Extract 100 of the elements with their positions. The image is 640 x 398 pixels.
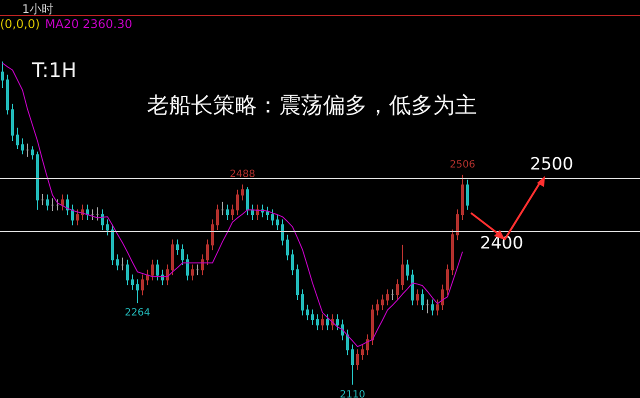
candlestick xyxy=(16,127,19,150)
candlestick xyxy=(101,208,104,231)
candlestick xyxy=(376,298,379,316)
candlestick xyxy=(356,348,359,370)
candlestick xyxy=(201,254,204,276)
candlestick xyxy=(216,204,219,231)
candlestick xyxy=(1,61,4,89)
candlestick xyxy=(461,174,464,220)
candlestick xyxy=(96,206,99,221)
candlestick xyxy=(166,264,169,286)
candlestick xyxy=(61,194,64,211)
candlestick xyxy=(311,309,314,326)
candlestick xyxy=(126,259,129,286)
candlestick xyxy=(411,269,414,306)
candlestick xyxy=(131,274,134,290)
candlestick xyxy=(351,344,354,386)
candlestick xyxy=(136,278,139,304)
candlestick xyxy=(186,254,189,281)
candlestick xyxy=(401,244,404,290)
candlestick xyxy=(181,244,184,266)
candlestick xyxy=(301,288,304,316)
candlestick xyxy=(146,269,149,286)
candlestick xyxy=(226,204,229,220)
candlestick xyxy=(451,228,454,276)
candlestick xyxy=(336,314,339,331)
candlestick xyxy=(231,204,234,220)
candlestick xyxy=(291,249,294,276)
annotation: 2506 xyxy=(450,159,476,170)
candlestick xyxy=(346,329,349,356)
candlestick xyxy=(46,194,49,211)
candlestick xyxy=(366,334,369,356)
candlestick xyxy=(391,288,394,300)
candlestick xyxy=(21,138,24,155)
candlestick xyxy=(11,103,14,142)
candlestick xyxy=(296,264,299,300)
candlestick xyxy=(286,234,289,261)
candlestick xyxy=(191,264,194,281)
ref-line-label: 2500 xyxy=(530,154,574,175)
candlestick xyxy=(236,189,239,216)
text: 老船长策略：震荡偏多，低多为主 xyxy=(147,94,477,118)
candlestick xyxy=(76,208,79,226)
candlestick xyxy=(56,198,59,211)
candlestick xyxy=(321,314,324,331)
candlestick xyxy=(381,294,384,311)
candlestick xyxy=(426,298,429,314)
candlestick xyxy=(276,214,279,231)
candlestick xyxy=(6,74,9,115)
candlestick xyxy=(416,288,419,306)
candlestick xyxy=(156,259,159,281)
candlestick xyxy=(281,218,284,246)
annotation: 2488 xyxy=(230,168,256,180)
candlestick xyxy=(241,184,244,201)
candlestick xyxy=(171,239,174,276)
candlestick xyxy=(456,208,459,241)
candlestick xyxy=(386,288,389,306)
candlestick xyxy=(41,193,44,206)
candlestick xyxy=(151,259,154,281)
candlestick xyxy=(266,206,269,220)
candlestick xyxy=(246,186,249,216)
candlestick xyxy=(421,288,424,311)
candlestick xyxy=(91,208,94,220)
text: MA20 2360.30 xyxy=(45,17,132,31)
annotation: (0,0,0) xyxy=(0,17,40,31)
candlestick xyxy=(31,146,34,160)
candlestick xyxy=(51,198,54,212)
candlestick xyxy=(361,344,364,360)
candlestick xyxy=(66,194,69,216)
candlestick xyxy=(141,274,144,296)
candlestick xyxy=(396,278,399,300)
candlestick xyxy=(176,239,179,256)
candlestick xyxy=(211,218,214,251)
candlestick xyxy=(326,314,329,331)
candlestick xyxy=(221,201,224,216)
candlestick xyxy=(306,304,309,321)
text: 1小时 xyxy=(22,2,54,16)
candlestick xyxy=(121,257,124,271)
candlestick xyxy=(431,298,434,316)
candlestick xyxy=(161,269,164,286)
candlestick xyxy=(196,264,199,276)
candlestick xyxy=(271,208,274,226)
candlestick xyxy=(316,314,319,331)
candlestick xyxy=(341,319,344,341)
candlestick xyxy=(406,259,409,281)
candlestick xyxy=(26,143,29,158)
candlestick xyxy=(106,218,109,236)
annotation: 2264 xyxy=(124,308,150,319)
annotation: 2110 xyxy=(340,389,366,398)
candlestick xyxy=(466,179,469,210)
candlestick xyxy=(206,239,209,266)
candlestick xyxy=(71,204,74,226)
candlestick xyxy=(116,254,119,271)
candlestick xyxy=(371,304,374,346)
candlestick xyxy=(436,298,439,316)
candlestick xyxy=(441,284,444,311)
candlestick xyxy=(256,204,259,220)
candlestick xyxy=(86,204,89,220)
candlestick xyxy=(111,224,114,266)
candlestick xyxy=(251,204,254,220)
candlestick xyxy=(446,264,449,296)
text: T:1H xyxy=(31,58,77,82)
